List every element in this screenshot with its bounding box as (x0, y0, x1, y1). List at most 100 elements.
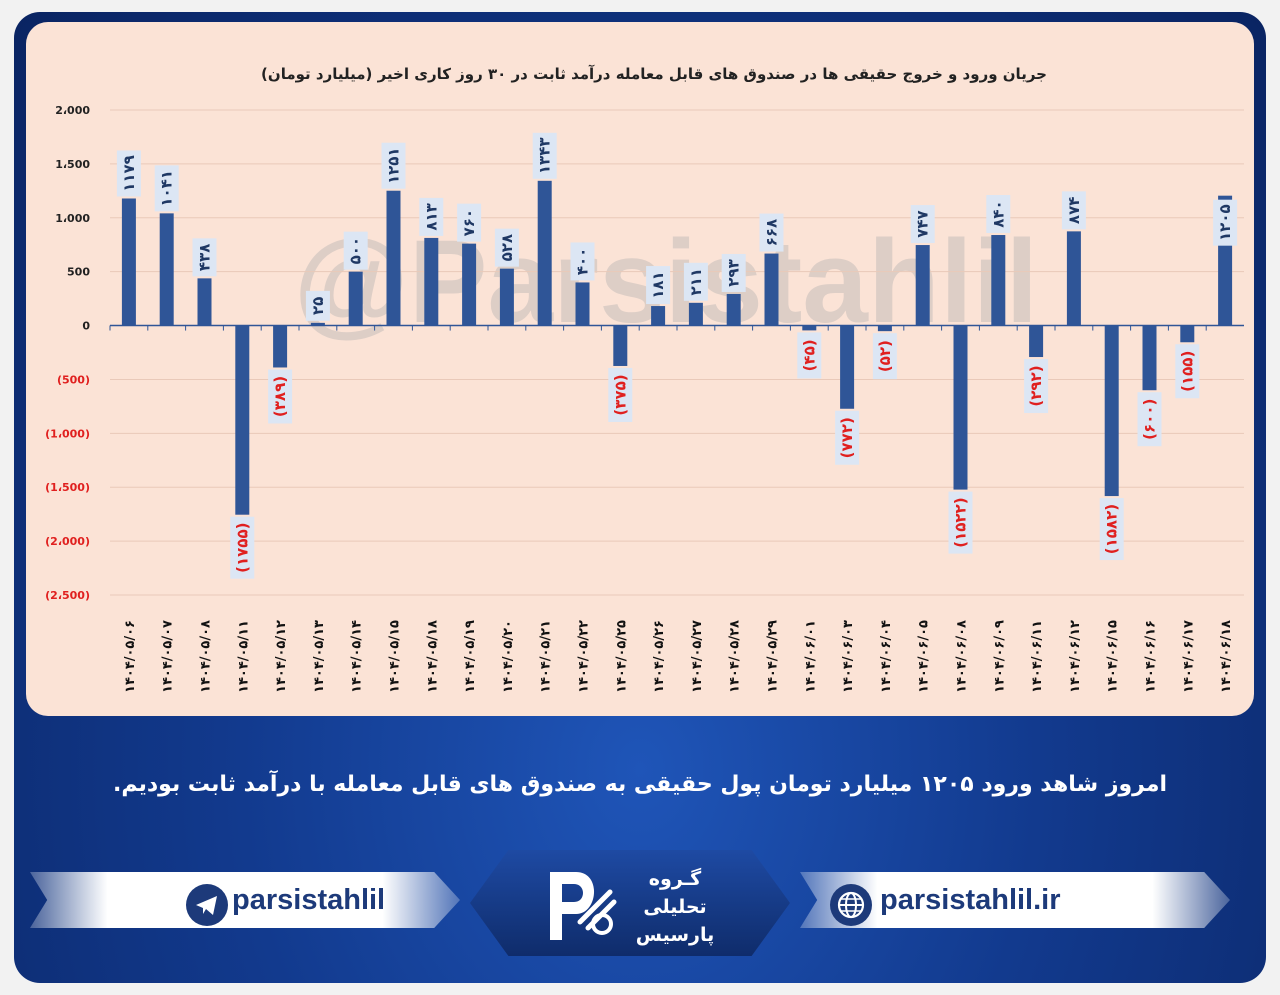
bar (348, 271, 363, 326)
x-tick-label-text: ۱۴۰۴/۰۶/۰۱ (803, 620, 818, 693)
data-label-text: (۶۰۰) (1141, 399, 1159, 440)
data-label-text: (۱۷۵۵) (233, 523, 251, 573)
x-tick-label-text: ۱۴۰۴/۰۵/۱۱ (236, 620, 251, 693)
data-label-text: (۱۵۸۲) (1103, 504, 1121, 554)
data-label: ۸۱۳ (419, 197, 444, 236)
data-label-text: ۸۷۴ (1065, 197, 1083, 224)
x-tick-label: ۱۴۰۴/۰۶/۱۲ (1068, 620, 1083, 693)
data-label-box (1175, 344, 1200, 399)
data-label-text: ۱۲۵۱ (385, 147, 403, 184)
x-tick-label: ۱۴۰۴/۰۵/۱۵ (388, 620, 403, 693)
x-axis-ticks: ۱۴۰۴/۰۵/۰۶ ۱۴۰۴/۰۵/۰۷ ۱۴۰۴/۰۵/۰۸ ۱۴۰۴/۰۵/۱۱… (123, 620, 1234, 693)
x-tick-label-text: ۱۴۰۴/۰۵/۲۸ (728, 620, 743, 693)
data-label-box (608, 367, 633, 422)
data-label-text: ۱۳۴۳ (536, 137, 554, 174)
data-label-box (494, 228, 519, 267)
y-tick-label: (1،000) (45, 427, 90, 440)
y-tick-label: 0 (82, 320, 90, 333)
data-label-text: (۳۸۹) (271, 376, 289, 417)
data-label-text: ۸۱۳ (422, 203, 440, 230)
data-label: ۱۳۴۳ (532, 132, 557, 179)
data-label-box (646, 266, 671, 305)
x-tick-label-text: ۱۴۰۴/۰۶/۱۶ (1144, 620, 1159, 693)
data-label: ۲۱۱ (683, 262, 708, 301)
x-tick-label: ۱۴۰۴/۰۶/۰۳ (841, 620, 856, 693)
data-label: (۲۹۲) (1024, 359, 1049, 414)
x-tick-label-text: ۱۴۰۴/۰۵/۲۹ (766, 620, 781, 693)
data-label-box (872, 333, 897, 380)
data-label-text: ۴۳۸ (196, 244, 214, 271)
bar (310, 322, 325, 326)
data-label: (۳۸۹) (268, 369, 293, 424)
y-tick-label: 500 (67, 266, 90, 279)
x-tick-label-text: ۱۴۰۴/۰۶/۱۷ (1181, 620, 1196, 693)
logo-text-line1: گـروه (648, 868, 702, 890)
bar (991, 235, 1006, 326)
telegram-handle[interactable]: parsistahlil (232, 884, 386, 916)
x-tick-label-text: ۱۴۰۴/۰۵/۱۴ (350, 620, 365, 693)
data-label: (۱۵۲۲) (948, 491, 973, 554)
data-label-text: (۱۵۲۲) (952, 497, 970, 547)
x-tick-label: ۱۴۰۴/۰۵/۲۰ (501, 620, 516, 693)
data-label-text: ۲۹۳ (725, 259, 743, 286)
data-label-box (759, 213, 784, 252)
x-tick-label: ۱۴۰۴/۰۶/۰۹ (992, 620, 1007, 693)
bar (764, 253, 779, 326)
data-label: ۱۲۰۵ (1213, 199, 1238, 246)
data-label-text: (۳۷۵) (611, 374, 629, 415)
x-tick-label-text: ۱۴۰۴/۰۵/۰۶ (123, 620, 138, 693)
data-label-box (1024, 359, 1049, 414)
data-label-text: (۴۵) (800, 339, 818, 371)
y-tick-label: (1،500) (45, 481, 90, 494)
bar (121, 198, 136, 326)
telegram-icon[interactable] (186, 884, 228, 926)
bar (424, 237, 439, 326)
y-tick-label: (2،000) (45, 535, 90, 548)
data-label-box (910, 205, 935, 244)
data-label-box (721, 253, 746, 292)
bar-chart: @Parsistahlil جریان ورود و خروج حقیقی ها… (45, 65, 1244, 693)
data-label-box (192, 238, 217, 277)
data-label-box (1213, 199, 1238, 246)
x-tick-label: ۱۴۰۴/۰۶/۱۸ (1219, 620, 1234, 693)
data-label-text: ۷۴۷ (914, 210, 932, 237)
data-label-box (1099, 498, 1124, 561)
x-tick-label-text: ۱۴۰۴/۰۵/۲۷ (690, 620, 705, 693)
data-label-text: (۵۲) (876, 340, 894, 372)
x-tick-label-text: ۱۴۰۴/۰۵/۱۲ (274, 620, 289, 693)
data-label: ۱۲۵۱ (381, 142, 406, 189)
x-tick-label-text: ۱۴۰۴/۰۶/۰۴ (879, 620, 894, 693)
data-label-text: ۸۴۰ (989, 200, 1007, 227)
x-tick-label: ۱۴۰۴/۰۵/۰۷ (161, 620, 176, 693)
bar (575, 282, 590, 326)
x-tick-label: ۱۴۰۴/۰۵/۱۸ (425, 620, 440, 693)
telegram-ribbon (30, 872, 460, 928)
data-label-text: ۱۲۰۵ (1216, 204, 1234, 241)
bar (840, 325, 855, 409)
data-label-text: ۲۱۱ (687, 268, 705, 295)
globe-icon[interactable] (830, 884, 872, 926)
bar (159, 213, 174, 326)
bar (726, 293, 741, 326)
bar (613, 325, 628, 366)
bar (1029, 325, 1044, 358)
data-labels: ۱۱۷۹ ۱۰۴۱ ۴۳۸ (۱۷۵۵) (۳۸۹) ۲۵ ۵۰۰ ۱۲۵۱ ۸۱۳ ۷۶۰ ۵۲۸… (116, 132, 1238, 579)
data-label: (۱۵۸۲) (1099, 498, 1124, 561)
x-tick-label: ۱۴۰۴/۰۶/۰۱ (803, 620, 818, 693)
data-label-box (835, 410, 860, 465)
x-tick-label: ۱۴۰۴/۰۶/۱۶ (1144, 620, 1159, 693)
bar (877, 325, 892, 332)
data-label-box (305, 290, 330, 321)
bar (688, 302, 703, 326)
y-axis-ticks: 2،000 1،500 1،000 500 0 (500) (1،000) (1،500) (2… (45, 104, 90, 602)
x-tick-label-text: ۱۴۰۴/۰۵/۲۲ (577, 620, 592, 693)
x-tick-label: ۱۴۰۴/۰۵/۲۱ (539, 620, 554, 693)
website-link[interactable]: parsistahlil.ir (880, 884, 1061, 916)
bars (121, 180, 1233, 515)
data-label: ۴۳۸ (192, 238, 217, 277)
data-label-box (268, 369, 293, 424)
x-tick-label: ۱۴۰۴/۰۵/۲۶ (652, 620, 667, 693)
bar (1142, 325, 1157, 391)
bar (235, 325, 250, 515)
chart-title: جریان ورود و خروج حقیقی ها در صندوق های … (261, 65, 1047, 83)
